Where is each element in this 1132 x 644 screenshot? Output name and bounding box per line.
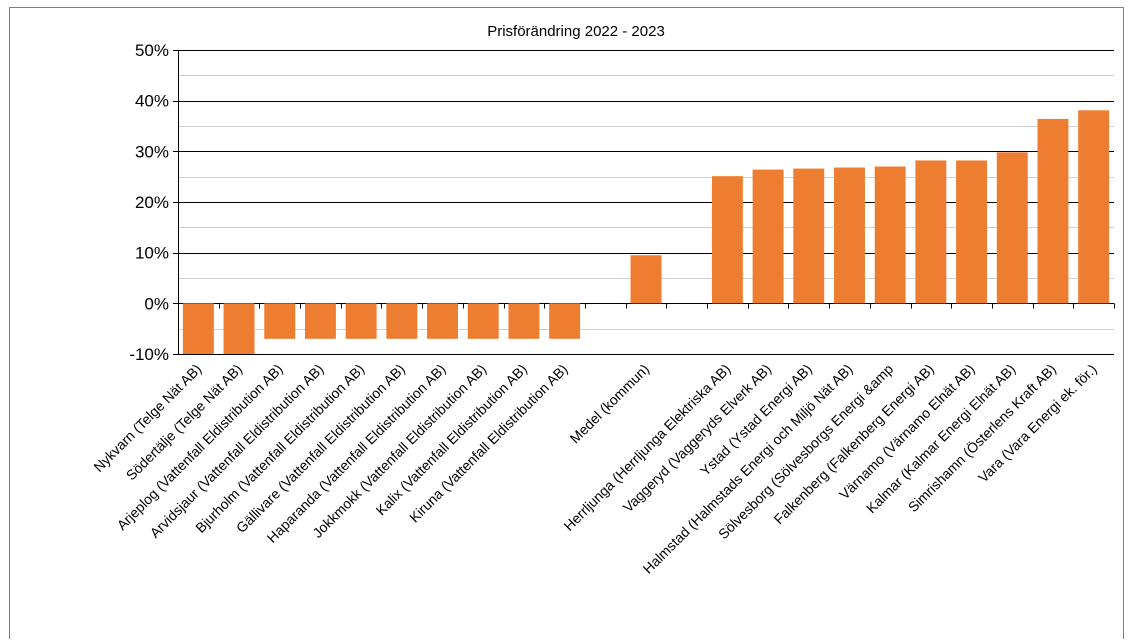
bar <box>427 303 458 339</box>
bars <box>182 110 1110 354</box>
bar <box>386 303 418 339</box>
bar <box>508 303 540 339</box>
bar <box>182 303 214 354</box>
y-tick-label: 40% <box>135 92 169 111</box>
bar <box>345 303 377 339</box>
y-tick-labels: -10% 0% 10% 20% 30% 40% 50% <box>129 41 169 364</box>
axes <box>173 50 1115 355</box>
y-tick-label: 10% <box>135 244 169 263</box>
bar <box>793 168 825 304</box>
bar <box>304 303 336 339</box>
bar <box>874 166 906 304</box>
y-tick-label: 50% <box>135 41 169 60</box>
bar <box>630 255 662 304</box>
bar <box>956 160 988 304</box>
bar <box>467 303 499 339</box>
bar <box>834 167 865 304</box>
y-tick-label: 30% <box>135 142 169 161</box>
bar <box>996 152 1028 304</box>
bar <box>1037 118 1069 304</box>
y-tick-label: 20% <box>135 193 169 212</box>
bar <box>223 303 255 354</box>
bar <box>264 303 296 339</box>
bar <box>915 160 947 304</box>
chart-title: Prisförändring 2022 - 2023 <box>487 23 665 40</box>
bar <box>752 169 784 304</box>
bar <box>711 176 743 304</box>
y-tick-label: -10% <box>129 345 169 364</box>
y-tick-label: 0% <box>144 294 169 313</box>
bar <box>1078 110 1110 304</box>
bar <box>549 303 581 339</box>
